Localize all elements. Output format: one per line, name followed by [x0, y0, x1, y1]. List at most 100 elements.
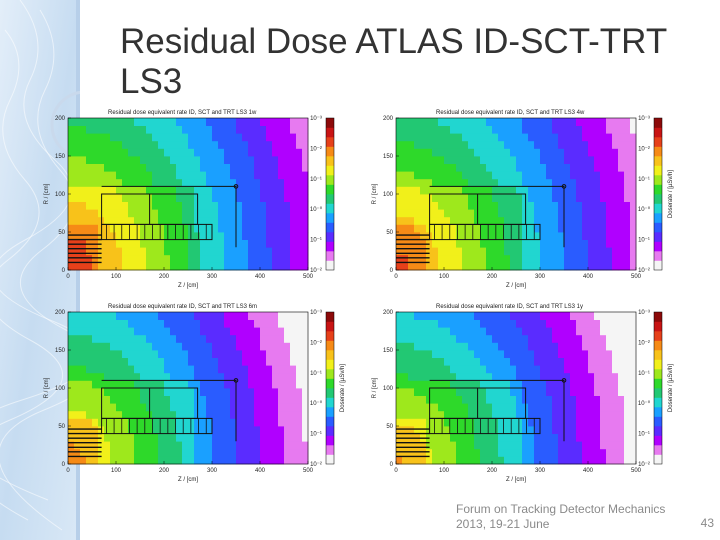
heatmap-cell: [116, 433, 123, 442]
heatmap-cell: [522, 171, 529, 180]
heatmap-cell: [516, 140, 523, 149]
heatmap-cell: [540, 365, 547, 374]
heatmap-cell: [236, 334, 243, 343]
heatmap-cell: [104, 395, 111, 404]
heatmap-cell: [402, 388, 409, 396]
heatmap-cell: [272, 118, 279, 126]
heatmap-cell: [534, 448, 541, 457]
heatmap-cell: [140, 133, 147, 142]
heatmap-cell: [290, 319, 297, 328]
heatmap-cell: [170, 433, 177, 442]
heatmap-cell: [278, 357, 285, 366]
heatmap-cell: [128, 216, 135, 225]
heatmap-cell: [546, 163, 553, 172]
heatmap-cell: [134, 456, 141, 465]
heatmap-cell: [570, 334, 577, 343]
heatmap-cell: [474, 140, 481, 149]
plot-panel-3: Residual dose equivalent rate ID, SCT an…: [40, 300, 360, 490]
heatmap-cell: [266, 224, 273, 233]
heatmap-cell: [402, 456, 409, 465]
heatmap-cell: [450, 125, 457, 134]
y-tick-label: 0: [62, 462, 66, 468]
heatmap-cell: [402, 178, 409, 187]
heatmap-cell: [206, 433, 213, 442]
heatmap-cell: [558, 410, 565, 419]
heatmap-cell: [164, 327, 171, 336]
heatmap-cell: [444, 133, 451, 142]
heatmap-cell: [468, 247, 475, 256]
heatmap-cell: [104, 201, 111, 210]
heatmap-cell: [528, 433, 535, 442]
heatmap-cell: [296, 125, 303, 134]
heatmap-cell: [522, 418, 529, 427]
heatmap-cell: [128, 334, 135, 343]
heatmap-cell: [86, 327, 93, 336]
heatmap-cell: [444, 319, 451, 328]
heatmap-cell: [278, 418, 285, 427]
heatmap-cell: [176, 319, 183, 328]
heatmap-cell: [420, 395, 427, 404]
heatmap-cell: [80, 334, 87, 343]
heatmap-cell: [236, 357, 243, 366]
heatmap-cell: [206, 334, 213, 343]
heatmap-cell: [200, 171, 207, 180]
heatmap-cell: [564, 319, 571, 328]
heatmap-cell: [432, 201, 439, 210]
heatmap-cell: [576, 156, 583, 164]
heatmap-cell: [438, 395, 445, 404]
heatmap-cell: [468, 201, 475, 210]
heatmap-cell: [624, 247, 631, 256]
heatmap-cell: [140, 312, 147, 320]
heatmap-cell: [68, 426, 75, 434]
heatmap-cell: [606, 232, 613, 240]
heatmap-cell: [176, 171, 183, 180]
heatmap-cell: [92, 365, 99, 374]
heatmap-cell: [624, 178, 631, 187]
heatmap-cell: [290, 433, 297, 442]
heatmap-cell: [134, 133, 141, 142]
heatmap-cell: [552, 456, 559, 465]
heatmap-cell: [468, 209, 475, 218]
heatmap-cell: [558, 350, 565, 358]
heatmap-cell: [534, 209, 541, 218]
heatmap-cell: [396, 171, 403, 180]
heatmap-cell: [516, 239, 523, 248]
heatmap-cell: [588, 163, 595, 172]
heatmap-cell: [576, 254, 583, 263]
heatmap-cell: [218, 140, 225, 149]
heatmap-cell: [128, 156, 135, 164]
heatmap-cell: [170, 232, 177, 240]
heatmap-cell: [618, 372, 625, 381]
heatmap-cell: [594, 201, 601, 210]
heatmap-cell: [194, 156, 201, 164]
heatmap-cell: [68, 403, 75, 412]
heatmap-cell: [420, 319, 427, 328]
heatmap-cell: [212, 194, 219, 202]
x-tick-label: 100: [439, 468, 450, 474]
heatmap-cell: [164, 224, 171, 233]
heatmap-cell: [498, 194, 505, 202]
heatmap-cell: [176, 216, 183, 225]
heatmap-cell: [230, 433, 237, 442]
heatmap-cell: [492, 178, 499, 187]
heatmap-cell: [396, 426, 403, 434]
heatmap-cell: [74, 410, 81, 419]
heatmap-cell: [236, 380, 243, 389]
x-tick-label: 300: [535, 274, 546, 280]
heatmap-cell: [630, 156, 637, 164]
heatmap-cell: [546, 232, 553, 240]
heatmap-cell: [444, 395, 451, 404]
heatmap-cell: [450, 148, 457, 157]
heatmap-cell: [116, 186, 123, 195]
trt-box: [429, 417, 541, 435]
heatmap-cell: [522, 232, 529, 240]
heatmap-cell: [462, 163, 469, 172]
heatmap-cell: [266, 163, 273, 172]
heatmap-cell: [540, 380, 547, 389]
heatmap-cell: [182, 118, 189, 126]
heatmap-cell: [152, 118, 159, 126]
heatmap-cell: [236, 224, 243, 233]
heatmap-cell: [266, 133, 273, 142]
heatmap-cell: [260, 456, 267, 465]
heatmap-cell: [420, 410, 427, 419]
